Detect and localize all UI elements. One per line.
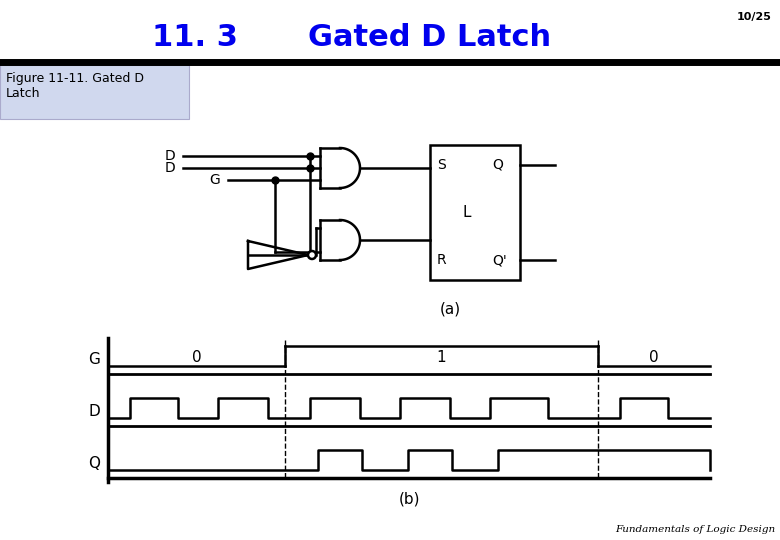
Text: 10/25: 10/25 [737,12,772,22]
Text: L: L [463,205,471,220]
Text: S: S [437,158,445,172]
Text: 0: 0 [649,349,659,364]
Text: (a): (a) [439,302,460,317]
FancyBboxPatch shape [0,65,189,119]
Text: R: R [437,253,447,267]
Text: D: D [165,149,175,163]
Text: D: D [165,161,175,175]
Bar [430,145,520,280]
Text: Q': Q' [492,253,507,267]
Text: 11. 3: 11. 3 [152,24,238,52]
Text: Figure 11-11. Gated D
Latch: Figure 11-11. Gated D Latch [6,72,144,100]
Text: 1: 1 [437,349,446,364]
Text: Gated D Latch: Gated D Latch [308,24,551,52]
Circle shape [308,251,316,259]
Text: G: G [88,353,100,368]
Text: (b): (b) [399,492,420,507]
Text: Q: Q [492,158,503,172]
Text: Q: Q [88,456,100,471]
Text: D: D [88,404,100,420]
Text: Fundamentals of Logic Design: Fundamentals of Logic Design [615,525,775,534]
Text: 0: 0 [192,349,201,364]
Text: G: G [209,173,220,187]
